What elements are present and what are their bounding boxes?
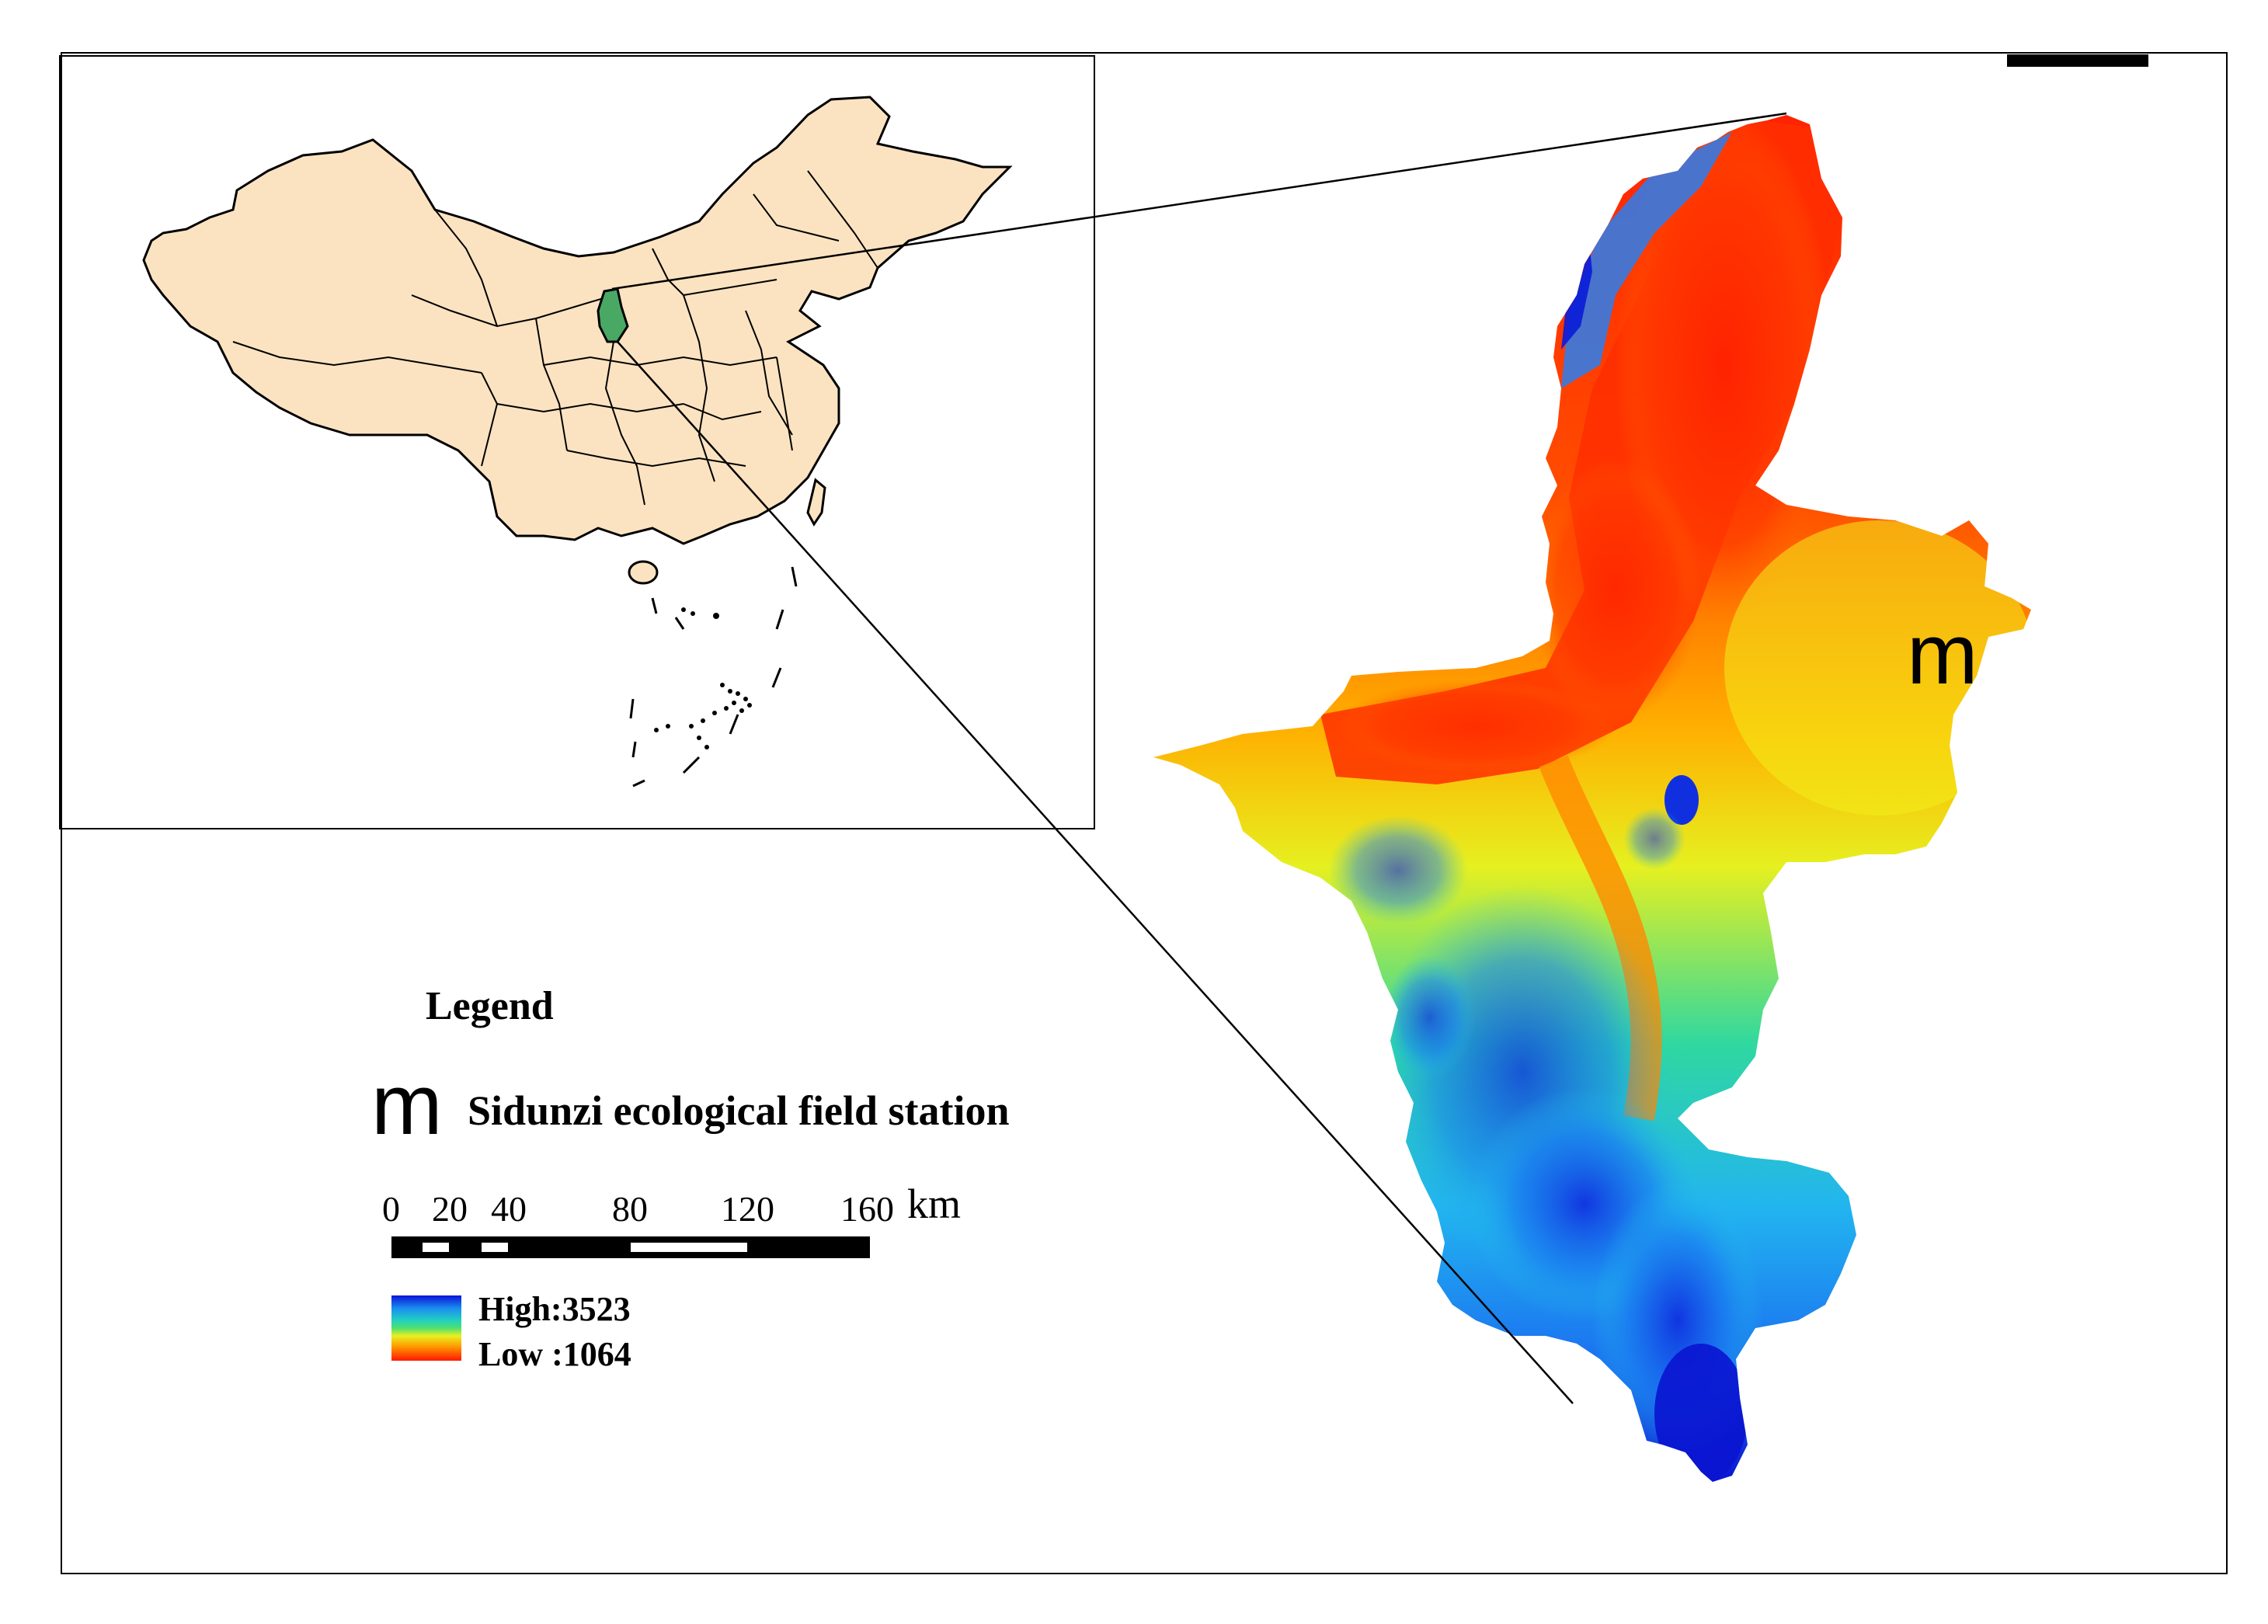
inset-frame	[59, 55, 1095, 829]
china-mainland	[142, 96, 1013, 545]
south-china-sea-islands	[654, 607, 752, 749]
station-marker-icon: m	[1907, 607, 1978, 702]
ningxia-elevation-map	[1153, 115, 2031, 1482]
elevation-color-ramp	[391, 1295, 461, 1361]
scale-tick-label: 160	[840, 1189, 894, 1229]
legend: Legend m Sidunzi ecological field statio…	[371, 984, 1010, 1153]
scale-bar-segment	[631, 1243, 747, 1252]
scale-bar-segment	[482, 1243, 508, 1252]
taiwan-island	[806, 478, 826, 527]
zoom-connector-top	[611, 112, 1787, 290]
helan-mountains	[1561, 132, 1732, 388]
scale-tick-label: 40	[491, 1189, 527, 1229]
elevation-low-label: Low :1064	[478, 1335, 631, 1373]
south-china-sea-line	[629, 566, 798, 788]
scale-tick-label: 0	[382, 1189, 400, 1229]
outer-map-frame	[61, 52, 2228, 1574]
hainan-island	[628, 560, 659, 585]
zoom-connector-bottom	[617, 341, 1574, 1404]
legend-station-icon: m	[371, 1057, 443, 1153]
scale-tick-label: 120	[721, 1189, 774, 1229]
elevation-legend: High:3523 Low :1064	[391, 1290, 631, 1373]
scale-bar-segment	[423, 1243, 449, 1252]
scale-tick-label: 80	[612, 1189, 648, 1229]
north-bar-mark	[2007, 54, 2148, 67]
scale-unit-label: km	[907, 1181, 961, 1227]
scale-tick-label: 20	[432, 1189, 468, 1229]
scale-bar: 0 20 40 80 120 160 km	[382, 1181, 961, 1258]
inset-china-map	[59, 55, 1095, 829]
legend-station-label: Sidunzi ecological field station	[468, 1087, 1010, 1134]
elevation-high-label: High:3523	[478, 1290, 631, 1328]
legend-title: Legend	[426, 984, 554, 1028]
